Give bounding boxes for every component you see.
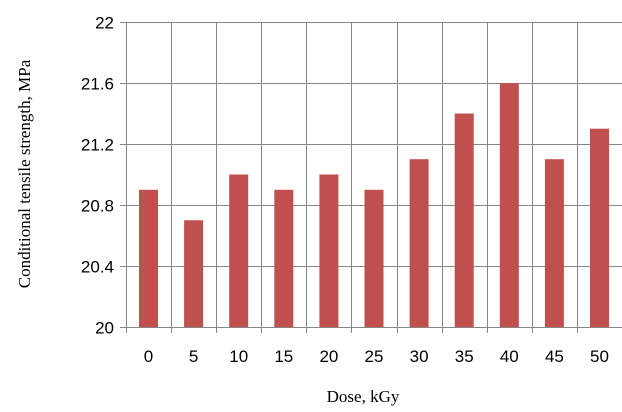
x-tick-label: 50 (590, 347, 609, 366)
bar-35 (454, 113, 474, 327)
y-tick-label: 21.6 (81, 75, 114, 94)
x-tick-labels: 0 5 10 15 20 25 30 35 40 45 50 (144, 347, 609, 366)
bar-20 (319, 174, 339, 327)
bars (139, 83, 609, 327)
x-tick-label: 5 (189, 347, 198, 366)
bar-30 (409, 159, 429, 327)
y-axis-title: Conditional tensile strength, MPa (15, 59, 34, 288)
y-tick-label: 20.4 (81, 258, 114, 277)
bar-40 (499, 83, 519, 327)
x-tick-label: 10 (229, 347, 248, 366)
y-tick-labels: 20 20.4 20.8 21.2 21.6 22 (81, 14, 114, 338)
x-tick-label: 0 (144, 347, 153, 366)
x-tick-label: 40 (500, 347, 519, 366)
x-tick-label: 45 (545, 347, 564, 366)
x-tick-label: 35 (455, 347, 474, 366)
x-tick-label: 20 (319, 347, 338, 366)
bar-0 (139, 189, 158, 327)
bar-15 (274, 189, 294, 327)
bar-45 (544, 159, 564, 327)
bar-50 (590, 128, 609, 327)
y-tick-label: 22 (95, 14, 114, 33)
x-tick-label: 30 (410, 347, 429, 366)
bar-5 (184, 220, 204, 327)
bar-25 (364, 189, 384, 327)
x-axis-title: Dose, kGy (327, 387, 400, 406)
y-tick-label: 20 (95, 319, 114, 338)
y-tick-label: 21.2 (81, 136, 114, 155)
y-tick-label: 20.8 (81, 197, 114, 216)
x-tick-label: 15 (274, 347, 293, 366)
axes (120, 22, 622, 328)
x-tick-label: 25 (365, 347, 384, 366)
bar-10 (229, 174, 249, 327)
